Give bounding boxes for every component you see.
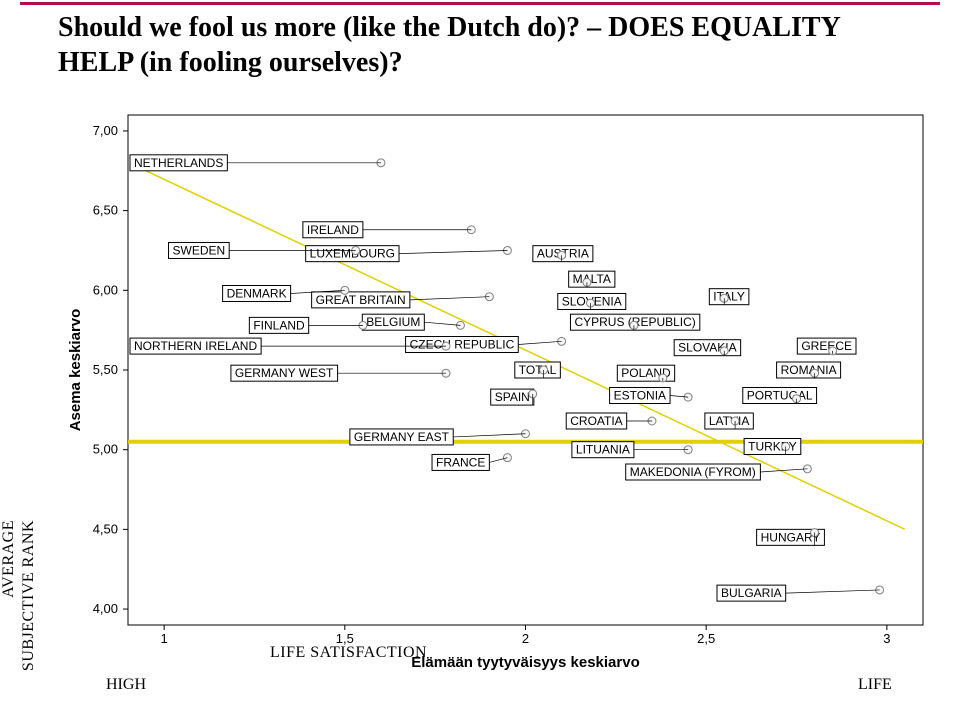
svg-text:ESTONIA: ESTONIA xyxy=(614,389,666,403)
svg-text:4,00: 4,00 xyxy=(93,601,118,616)
country-label: DENMARK xyxy=(223,286,291,302)
svg-text:MAKEDONIA (FYROM): MAKEDONIA (FYROM) xyxy=(630,465,756,479)
country-label: TURKEY xyxy=(744,439,801,455)
country-label: ITALY xyxy=(709,289,749,305)
country-label: BULGARIA xyxy=(717,585,786,601)
svg-text:5,00: 5,00 xyxy=(93,442,118,457)
country-label: MAKEDONIA (FYROM) xyxy=(626,464,761,480)
country-label: PORTUGAL xyxy=(743,388,817,404)
svg-text:SWEDEN: SWEDEN xyxy=(173,243,226,257)
svg-text:5,50: 5,50 xyxy=(93,362,118,377)
country-label: FRANCE xyxy=(432,454,489,470)
svg-text:NORTHERN IRELAND: NORTHERN IRELAND xyxy=(134,339,257,353)
svg-text:NETHERLANDS: NETHERLANDS xyxy=(134,156,223,170)
country-label: SLOVAKIA xyxy=(674,340,740,356)
svg-text:BULGARIA: BULGARIA xyxy=(721,586,782,600)
scatter-chart: 4,004,505,005,506,006,507,0011,522,53Elä… xyxy=(58,110,928,670)
x-overlay-label: LIFE SATISFACTION xyxy=(270,644,427,662)
svg-text:ITALY: ITALY xyxy=(713,290,745,304)
svg-text:TOTAL: TOTAL xyxy=(519,363,557,377)
country-label: FINLAND xyxy=(249,317,308,333)
country-label: IRELAND xyxy=(303,222,363,238)
x-life-label: LIFE xyxy=(858,676,892,694)
country-label: TOTAL xyxy=(515,362,561,378)
y-overlay-label-1: SUBJECTIVE RANK xyxy=(20,520,38,671)
svg-text:CROATIA: CROATIA xyxy=(570,414,622,428)
svg-text:2,5: 2,5 xyxy=(697,631,715,646)
country-label: BELGIUM xyxy=(362,314,424,330)
svg-text:MALTA: MALTA xyxy=(573,272,611,286)
country-label: CROATIA xyxy=(566,413,626,429)
svg-text:Elämään tyytyväisyys keskiarvo: Elämään tyytyväisyys keskiarvo xyxy=(411,654,640,670)
svg-text:2: 2 xyxy=(522,631,529,646)
y-overlay-labels: SUBJECTIVE RANK AVERAGE xyxy=(0,410,40,570)
svg-text:GERMANY WEST: GERMANY WEST xyxy=(235,366,334,380)
country-label: MALTA xyxy=(569,271,615,287)
svg-text:GERMANY EAST: GERMANY EAST xyxy=(354,430,450,444)
country-label: SPAIN xyxy=(491,389,534,405)
country-label: LATVIA xyxy=(705,413,753,429)
country-label: SWEDEN xyxy=(169,242,230,258)
svg-text:LITUANIA: LITUANIA xyxy=(576,443,630,457)
page-title: Should we fool us more (like the Dutch d… xyxy=(58,10,920,80)
svg-text:BELGIUM: BELGIUM xyxy=(366,315,420,329)
country-label: NORTHERN IRELAND xyxy=(130,338,261,354)
svg-text:LATVIA: LATVIA xyxy=(709,414,749,428)
svg-text:DENMARK: DENMARK xyxy=(227,287,287,301)
country-label: CZECH REPUBLIC xyxy=(406,337,519,353)
country-label: GERMANY WEST xyxy=(231,365,338,381)
svg-text:6,50: 6,50 xyxy=(93,203,118,218)
svg-text:FRANCE: FRANCE xyxy=(436,455,485,469)
y-overlay-label-2: AVERAGE xyxy=(0,520,18,598)
svg-text:PORTUGAL: PORTUGAL xyxy=(747,389,813,403)
svg-text:7,00: 7,00 xyxy=(93,123,118,138)
svg-text:6,00: 6,00 xyxy=(93,282,118,297)
svg-text:FINLAND: FINLAND xyxy=(253,318,305,332)
top-rule xyxy=(20,2,940,5)
country-label: ESTONIA xyxy=(610,388,670,404)
svg-text:Asema keskiarvo: Asema keskiarvo xyxy=(67,309,84,432)
country-label: LITUANIA xyxy=(572,442,634,458)
svg-text:4,50: 4,50 xyxy=(93,521,118,536)
svg-text:IRELAND: IRELAND xyxy=(307,223,359,237)
country-label: GERMANY EAST xyxy=(350,429,453,445)
svg-text:3: 3 xyxy=(883,631,890,646)
country-label: GREAT BRITAIN xyxy=(312,292,410,308)
country-label: GREECE xyxy=(797,338,856,354)
country-label: ROMANIA xyxy=(777,362,841,378)
svg-text:CZECH REPUBLIC: CZECH REPUBLIC xyxy=(410,338,515,352)
svg-text:GREAT BRITAIN: GREAT BRITAIN xyxy=(316,293,406,307)
svg-text:ROMANIA: ROMANIA xyxy=(781,363,837,377)
svg-text:1: 1 xyxy=(161,631,168,646)
x-high-label: HIGH xyxy=(106,676,146,694)
svg-text:GREECE: GREECE xyxy=(801,339,852,353)
country-label: NETHERLANDS xyxy=(130,155,227,171)
svg-text:SPAIN: SPAIN xyxy=(495,390,530,404)
chart-svg: 4,004,505,005,506,006,507,0011,522,53Elä… xyxy=(58,110,928,670)
